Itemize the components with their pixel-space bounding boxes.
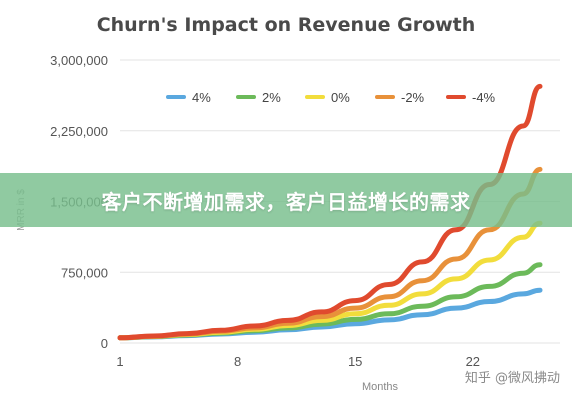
legend-label: -4%	[472, 90, 496, 105]
y-tick-label: 2,250,000	[50, 124, 108, 139]
legend-label: 0%	[331, 90, 350, 105]
x-tick-label: 22	[466, 354, 480, 369]
overlay-banner: 客户不断增加需求，客户日益增长的需求	[0, 173, 572, 227]
x-tick-label: 15	[348, 354, 362, 369]
chart-title: Churn's Impact on Revenue Growth	[96, 14, 476, 36]
banner-text: 客户不断增加需求，客户日益增长的需求	[101, 189, 471, 214]
legend-label: 2%	[262, 90, 281, 105]
x-tick-label: 1	[116, 354, 123, 369]
watermark: 知乎 @微风拂动	[464, 371, 560, 386]
x-axis-label: Months	[362, 381, 399, 393]
y-tick-label: 3,000,000	[50, 53, 108, 68]
legend-label: 4%	[192, 90, 211, 105]
x-tick-label: 8	[234, 354, 241, 369]
y-tick-label: 750,000	[61, 265, 108, 280]
y-tick-label: 0	[101, 336, 108, 351]
legend-label: -2%	[401, 90, 425, 105]
